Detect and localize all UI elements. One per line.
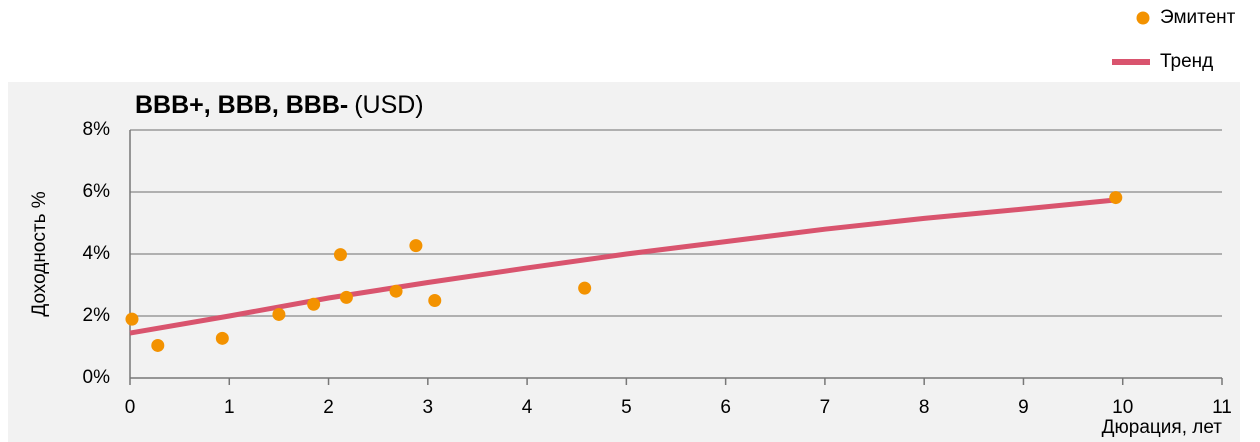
- x-tick-label: 10: [1112, 397, 1133, 418]
- x-tick-label: 11: [1212, 397, 1232, 418]
- x-tick-label: 6: [720, 397, 731, 418]
- subtitle: (USD): [354, 91, 423, 119]
- x-tick-label: 2: [323, 397, 334, 418]
- data-point: [409, 239, 423, 253]
- y-tick-label: 2%: [83, 305, 111, 326]
- data-point: [151, 338, 165, 352]
- data-point: [272, 307, 286, 321]
- data-point: [339, 290, 353, 304]
- y-axis-label: Доходность %: [29, 191, 50, 316]
- y-tick-label: 4%: [83, 243, 111, 264]
- plot-background: [8, 82, 1240, 442]
- y-tick-label: 0%: [83, 367, 111, 388]
- x-axis-label: Дюрация, лет: [1102, 417, 1223, 438]
- legend-label: Тренд: [1160, 51, 1213, 72]
- y-tick-label: 8%: [83, 119, 111, 140]
- chart-title: BBB+, BBB, BBB- (USD): [135, 91, 424, 119]
- x-tick-label: 5: [621, 397, 632, 418]
- x-tick-label: 1: [224, 397, 235, 418]
- title: BBB+, BBB, BBB-: [135, 91, 348, 119]
- x-tick-label: 8: [919, 397, 930, 418]
- data-point: [578, 281, 592, 295]
- data-point: [1109, 191, 1123, 205]
- x-tick-label: 9: [1018, 397, 1029, 418]
- legend-label: Эмитент: [1160, 7, 1236, 28]
- x-tick-label: 0: [125, 397, 136, 418]
- data-point: [389, 284, 403, 298]
- trend-line: [129, 197, 1119, 336]
- data-point: [333, 248, 347, 262]
- legend-swatch: [1136, 11, 1150, 25]
- data-point: [125, 312, 139, 326]
- y-tick-label: 6%: [83, 181, 111, 202]
- x-tick-label: 7: [820, 397, 831, 418]
- data-point: [428, 294, 442, 307]
- x-tick-label: 4: [522, 397, 533, 418]
- x-tick-label: 3: [423, 397, 434, 418]
- data-point: [307, 297, 321, 311]
- data-point: [215, 331, 229, 345]
